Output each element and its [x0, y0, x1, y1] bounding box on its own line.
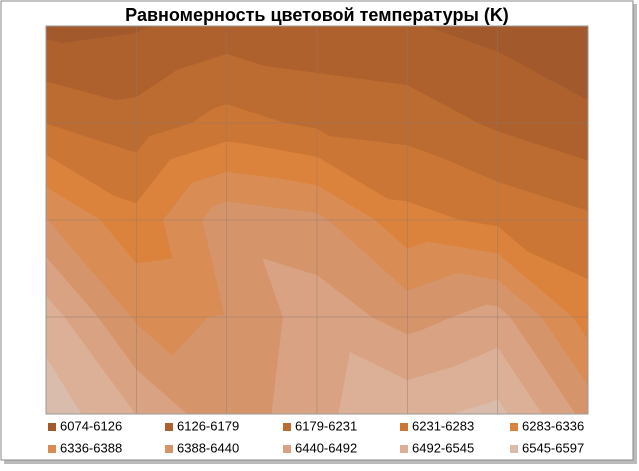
- legend-swatch: [165, 445, 173, 453]
- legend-swatch: [48, 445, 56, 453]
- legend-label: 6336-6388: [60, 440, 122, 455]
- legend-swatch: [283, 445, 291, 453]
- chart-title: Равномерность цветовой температуры (K): [125, 5, 509, 25]
- legend-label: 6231-6283: [412, 418, 474, 433]
- legend-swatch: [400, 423, 408, 431]
- legend-swatch: [283, 423, 291, 431]
- legend-label: 6440-6492: [295, 440, 357, 455]
- legend-swatch: [510, 445, 518, 453]
- legend-label: 6492-6545: [412, 440, 474, 455]
- legend-swatch: [400, 445, 408, 453]
- legend-label: 6283-6336: [522, 418, 584, 433]
- plot-border: [45, 25, 589, 415]
- legend-swatch: [48, 423, 56, 431]
- legend-swatch: [165, 423, 173, 431]
- legend-label: 6074-6126: [60, 418, 122, 433]
- legend-label: 6179-6231: [295, 418, 357, 433]
- legend-label: 6388-6440: [177, 440, 239, 455]
- legend-swatch: [510, 423, 518, 431]
- legend-label: 6126-6179: [177, 418, 239, 433]
- legend-label: 6545-6597: [522, 440, 584, 455]
